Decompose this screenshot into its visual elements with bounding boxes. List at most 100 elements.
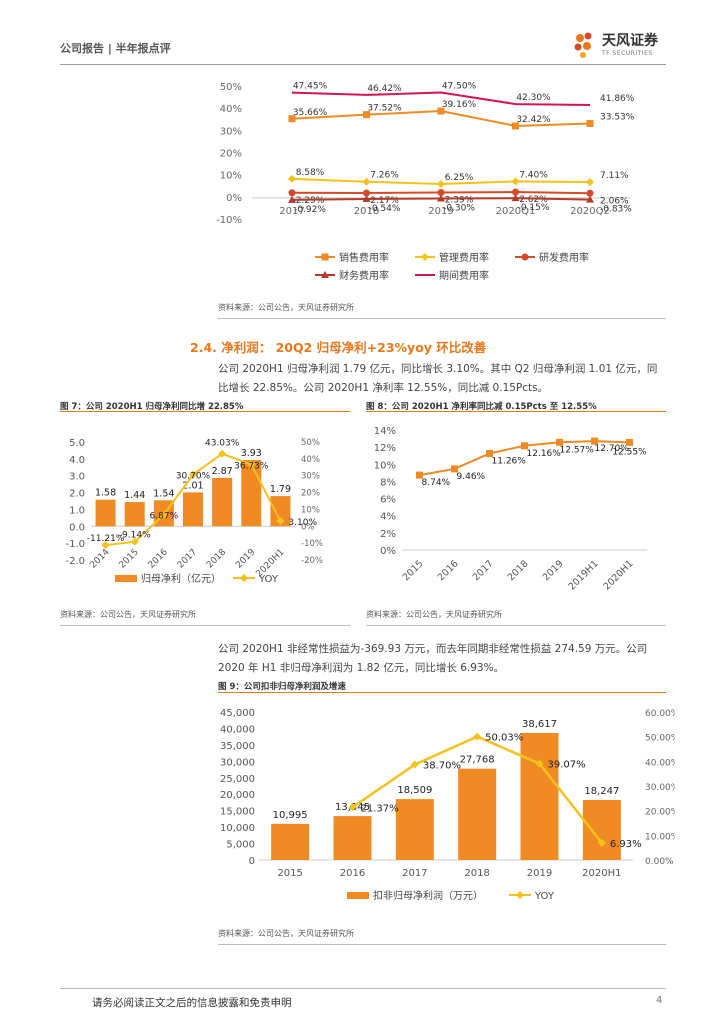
data-label: 6.25% [445, 173, 474, 183]
data-point [626, 438, 633, 446]
yoy-point [535, 759, 544, 768]
data-point [511, 194, 520, 202]
y-tick-label: 6% [380, 495, 396, 506]
x-tick-label: 2016 [147, 547, 170, 570]
x-tick-label: 2019 [234, 547, 257, 570]
data-point [437, 194, 445, 202]
data-label: -0.92% [294, 205, 326, 215]
data-point [363, 189, 370, 197]
data-point [416, 471, 423, 479]
figure7-title: 图 7：公司 2020H1 归母净利同比增 22.85% [60, 402, 244, 412]
divider [366, 625, 666, 626]
data-label: 2.39% [445, 196, 474, 206]
paragraph-net-profit: 公司 2020H1 归母净利润 1.79 亿元，同比增长 3.10%。其中 Q2… [218, 360, 688, 398]
y-tick-label: 30,000 [220, 757, 255, 768]
y-tick-label: 35,000 [220, 741, 255, 752]
data-label: -0.30% [443, 203, 475, 213]
data-label: 33.53% [600, 113, 635, 123]
bar-label: 27,768 [460, 755, 495, 766]
data-label: 2.17% [370, 196, 399, 206]
paragraph-line: 公司 2020H1 非经常性损益为-369.93 万元，而去年同期非经常性损益 … [218, 643, 648, 655]
bar [241, 460, 262, 527]
page-number: 4 [656, 995, 663, 1006]
figure8-title-rule [366, 411, 666, 412]
data-label: 12.16% [527, 449, 562, 459]
bar-label: 1.44 [124, 490, 145, 501]
y2-tick-label: 20.00% [645, 808, 675, 818]
yoy-point [597, 838, 606, 847]
deducted-net-profit-chart: 45,000 40,000 35,000 30,000 25,000 20,000 15,0… [220, 708, 675, 902]
y-tick-label: 10,000 [220, 823, 255, 834]
y2-tick-label: 30.00% [645, 783, 675, 793]
footer-disclaimer: 请务必阅读正文之后的信息披露和免责申明 [92, 997, 292, 1009]
data-point [586, 195, 594, 203]
data-point [437, 107, 445, 115]
figure7-title-rule [60, 411, 350, 412]
data-point [451, 465, 458, 473]
yoy-point [189, 470, 197, 479]
y-tick-label: 25,000 [220, 774, 255, 785]
y2-tick-label: 0.00% [645, 857, 674, 867]
data-label: -0.15% [518, 203, 550, 213]
divider [60, 625, 350, 626]
yoy-point [218, 449, 227, 458]
yoy-point [410, 760, 419, 769]
data-label: 2.29% [296, 196, 325, 206]
legend-marker [321, 271, 329, 278]
y-tick-label: 30% [220, 126, 242, 137]
figure9-title: 图 9：公司扣非归母净利润及增速 [218, 682, 346, 692]
yoy-label: 38.70% [423, 761, 461, 772]
paragraph-line: 公司 2020H1 归母净利润 1.79 亿元，同比增长 3.10%。其中 Q2… [218, 363, 658, 375]
y2-tick-label: 50.00% [645, 734, 675, 744]
y-tick-label: 2% [380, 529, 396, 540]
data-label: 12.57% [560, 445, 595, 455]
data-label: -0.54% [369, 204, 401, 214]
y-tick-label: 3.0 [69, 472, 85, 483]
y-tick-label: 14% [374, 426, 396, 437]
y-tick-label: 50% [220, 82, 242, 93]
y-tick-label: 0.0 [69, 522, 85, 533]
legend-marker [421, 253, 429, 261]
bar [183, 492, 203, 527]
bar-label: 1.79 [270, 484, 291, 495]
y2-tick-label: -10% [301, 539, 323, 549]
yoy-label: 36.73% [234, 461, 269, 471]
data-label: 32.42% [516, 115, 551, 125]
y-tick-label: 10% [374, 460, 396, 471]
x-tick-label: 2017 [402, 868, 427, 879]
yoy-point [247, 460, 256, 469]
x-tick-label: 2020H1 [601, 558, 635, 592]
y2-tick-label: 10.00% [645, 832, 675, 842]
paragraph-line: 2020 年 H1 非归母净利润为 1.82 亿元，同比增长 6.93%。 [218, 662, 505, 674]
yoy-label: -9.14% [119, 531, 151, 541]
y-tick-label: 20% [220, 149, 242, 160]
y-tick-label: 4.0 [69, 455, 85, 466]
y-tick-label: 15,000 [220, 807, 255, 818]
bar-label: 1.54 [153, 488, 174, 499]
bar [212, 477, 233, 527]
y2-tick-label: 10% [301, 505, 320, 515]
net-margin-chart: 14% 12% 10% 8% 6% 4% 2% 0% 8.74% 9.46% 11.26%12.16… [374, 426, 647, 593]
y-tick-label: 10% [220, 171, 242, 182]
data-point [556, 438, 563, 446]
data-label: 46.42% [367, 84, 402, 94]
chart4-source: 资料来源：公司公告，天风证券研究所 [218, 929, 354, 938]
y2-tick-label: 0% [301, 522, 315, 532]
data-label: 8.74% [422, 478, 451, 488]
legend-label: 销售费用率 [339, 251, 389, 264]
data-point [288, 189, 296, 197]
y-tick-label: -1.0 [65, 539, 85, 550]
data-point [362, 195, 371, 203]
y2-tick-label: 30% [301, 472, 320, 482]
bar-label: 10,995 [273, 810, 308, 821]
bar-label: 2.01 [182, 480, 203, 491]
y-tick-label: 20,000 [220, 790, 255, 801]
legend-label: YOY [258, 574, 279, 585]
paragraph-non-recurring: 公司 2020H1 非经常性损益为-369.93 万元，而去年同期非经常性损益 … [218, 640, 688, 678]
y2-tick-label: 40.00% [645, 758, 675, 768]
figure9-title-rule [218, 692, 666, 693]
legend-swatch [115, 575, 137, 582]
bar-label: 38,617 [522, 719, 557, 730]
y-tick-label: 4% [380, 512, 396, 523]
x-tick-label: 2015 [401, 558, 426, 583]
